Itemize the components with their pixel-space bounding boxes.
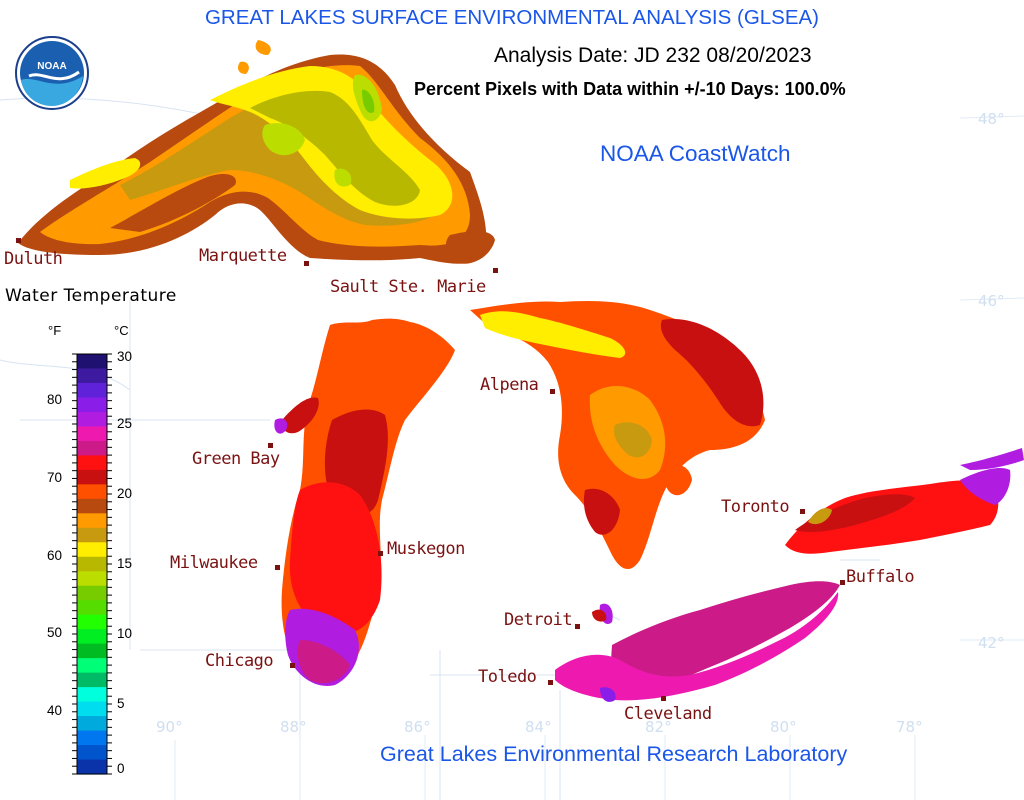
colorbar-swatch: [77, 687, 107, 703]
percent-pixels: Percent Pixels with Data within +/-10 Da…: [414, 79, 846, 99]
colorbar-swatch: [77, 527, 107, 543]
lon-label-86: 86°: [404, 718, 431, 736]
colorbar-swatch: [77, 484, 107, 500]
lon-label-90: 90°: [156, 718, 183, 736]
legend-c-tick: 25: [117, 416, 133, 431]
legend-c-tick: 5: [117, 696, 125, 711]
legend-unit-c: °C: [114, 323, 129, 338]
colorbar-swatch: [77, 397, 107, 413]
city-milwaukee: Milwaukee: [170, 553, 258, 573]
lon-label-84: 84°: [525, 718, 552, 736]
city-muskegon: Muskegon: [387, 539, 465, 559]
legend-f-tick: 40: [46, 703, 62, 718]
lake-huron: [470, 300, 765, 570]
colorbar-swatch: [77, 469, 107, 485]
city-buffalo: Buffalo: [846, 567, 915, 587]
colorbar-swatch: [77, 513, 107, 529]
colorbar-swatch: [77, 730, 107, 746]
lon-label-78: 78°: [896, 718, 923, 736]
colorbar-swatch: [77, 354, 107, 370]
colorbar-swatch: [77, 701, 107, 717]
colorbar-swatch: [77, 368, 107, 384]
lake-superior: [18, 40, 495, 264]
noaa-logo-text: NOAA: [37, 61, 66, 72]
legend-c-tick: 20: [117, 486, 133, 501]
lake-ontario: [785, 448, 1024, 554]
colorbar-swatch: [77, 571, 107, 587]
legend-c-tick: 0: [117, 761, 125, 776]
lat-label-48: 48°: [978, 110, 1005, 128]
colorbar-swatch: [77, 455, 107, 471]
lon-label-88: 88°: [280, 718, 307, 736]
colorbar-swatch: [77, 614, 107, 630]
colorbar-swatch: [77, 745, 107, 761]
colorbar-swatch: [77, 629, 107, 645]
legend-f-tick: 60: [46, 548, 62, 563]
colorbar-swatch: [77, 672, 107, 688]
city-duluth: Duluth: [4, 249, 63, 269]
city-toledo: Toledo: [478, 667, 537, 687]
colorbar-swatch: [77, 382, 107, 399]
lake-michigan: [274, 318, 455, 686]
source-label: NOAA CoastWatch: [600, 141, 791, 166]
lake-erie: [555, 581, 840, 702]
lat-label-46: 46°: [978, 292, 1005, 310]
colorbar-swatch: [77, 542, 107, 558]
colorbar-swatch: [77, 411, 107, 428]
lon-label-80: 80°: [770, 718, 797, 736]
colorbar-swatch: [77, 556, 107, 572]
city-marquette: Marquette: [199, 246, 287, 266]
colorbar-swatch: [77, 759, 107, 775]
noaa-logo: NOAA: [15, 36, 89, 110]
city-cleveland: Cleveland: [624, 704, 712, 724]
city-markers: [16, 238, 845, 701]
colorbar-swatch: [77, 658, 107, 674]
legend-c-tick: 30: [117, 349, 133, 364]
legend-title: Water Temperature: [5, 286, 177, 306]
city-detroit: Detroit: [504, 610, 573, 630]
colorbar-swatch: [77, 498, 107, 514]
legend-c-tick: 10: [117, 626, 133, 641]
legend-f-tick: 80: [46, 392, 62, 407]
city-chicago: Chicago: [205, 651, 274, 671]
colorbar-swatch: [77, 643, 107, 659]
legend-c-tick: 15: [117, 556, 133, 571]
legend-unit-f: °F: [48, 323, 62, 338]
colorbar-swatch: [77, 600, 107, 616]
analysis-date: Analysis Date: JD 232 08/20/2023: [494, 44, 812, 67]
colorbar-swatch: [77, 716, 107, 732]
colorbar-swatch: [77, 426, 107, 442]
legend-f-tick: 70: [46, 470, 62, 485]
city-sault-ste-marie: Sault Ste. Marie: [330, 277, 486, 297]
temperature-colorbar: [72, 353, 112, 775]
graticule-lines: [174, 115, 1024, 800]
legend-f-tick: 50: [46, 625, 62, 640]
city-toronto: Toronto: [721, 497, 790, 517]
city-alpena: Alpena: [480, 375, 539, 395]
city-green-bay: Green Bay: [192, 449, 280, 469]
colorbar-swatch: [77, 440, 107, 456]
colorbar-swatch: [77, 585, 107, 601]
page-title: GREAT LAKES SURFACE ENVIRONMENTAL ANALYS…: [204, 6, 820, 29]
lat-label-42: 42°: [978, 634, 1005, 652]
lon-label-82: 82°: [645, 718, 672, 736]
lab-label: Great Lakes Environmental Research Labor…: [380, 742, 848, 766]
